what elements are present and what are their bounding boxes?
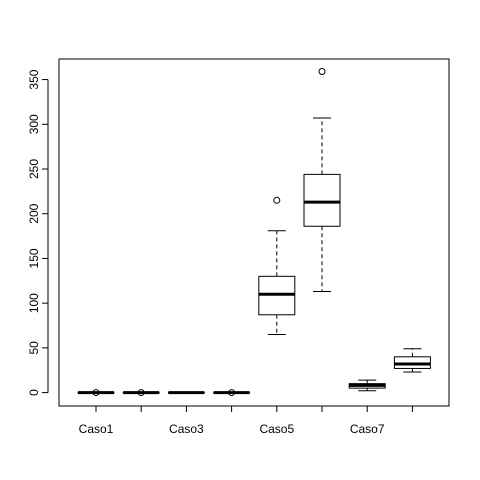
y-tick-label: 250 [27, 159, 41, 179]
x-tick-label: Caso1 [79, 422, 114, 436]
x-tick-label: Caso3 [169, 422, 204, 436]
x-tick-label: Caso7 [350, 422, 385, 436]
box-caso2 [122, 389, 160, 397]
y-tick-label: 150 [27, 248, 41, 268]
plot-frame [58, 58, 450, 407]
box-caso8 [393, 348, 431, 373]
outlier-point [273, 196, 281, 204]
box-caso7 [348, 379, 386, 392]
y-tick-label: 300 [27, 114, 41, 134]
y-tick-label: 0 [27, 389, 41, 396]
outlier-point [318, 68, 326, 76]
y-tick-label: 200 [27, 203, 41, 223]
box-caso4 [213, 389, 251, 397]
y-tick-label: 350 [27, 69, 41, 89]
y-tick-label: 100 [27, 293, 41, 313]
y-tick-label: 50 [27, 341, 41, 355]
boxes [77, 68, 431, 397]
outlier-point [228, 389, 236, 397]
y-axis: 0 50 100 150 200 250 300 350 [27, 69, 49, 396]
box-caso6 [303, 68, 341, 293]
outlier-point [137, 389, 145, 397]
x-axis: Caso1 Caso3 Caso5 Caso7 [79, 405, 413, 436]
box-caso1 [77, 389, 115, 397]
x-tick-label: Caso5 [259, 422, 294, 436]
iqr-box [303, 173, 341, 227]
outlier-point [92, 389, 100, 397]
box-caso5 [258, 196, 296, 335]
